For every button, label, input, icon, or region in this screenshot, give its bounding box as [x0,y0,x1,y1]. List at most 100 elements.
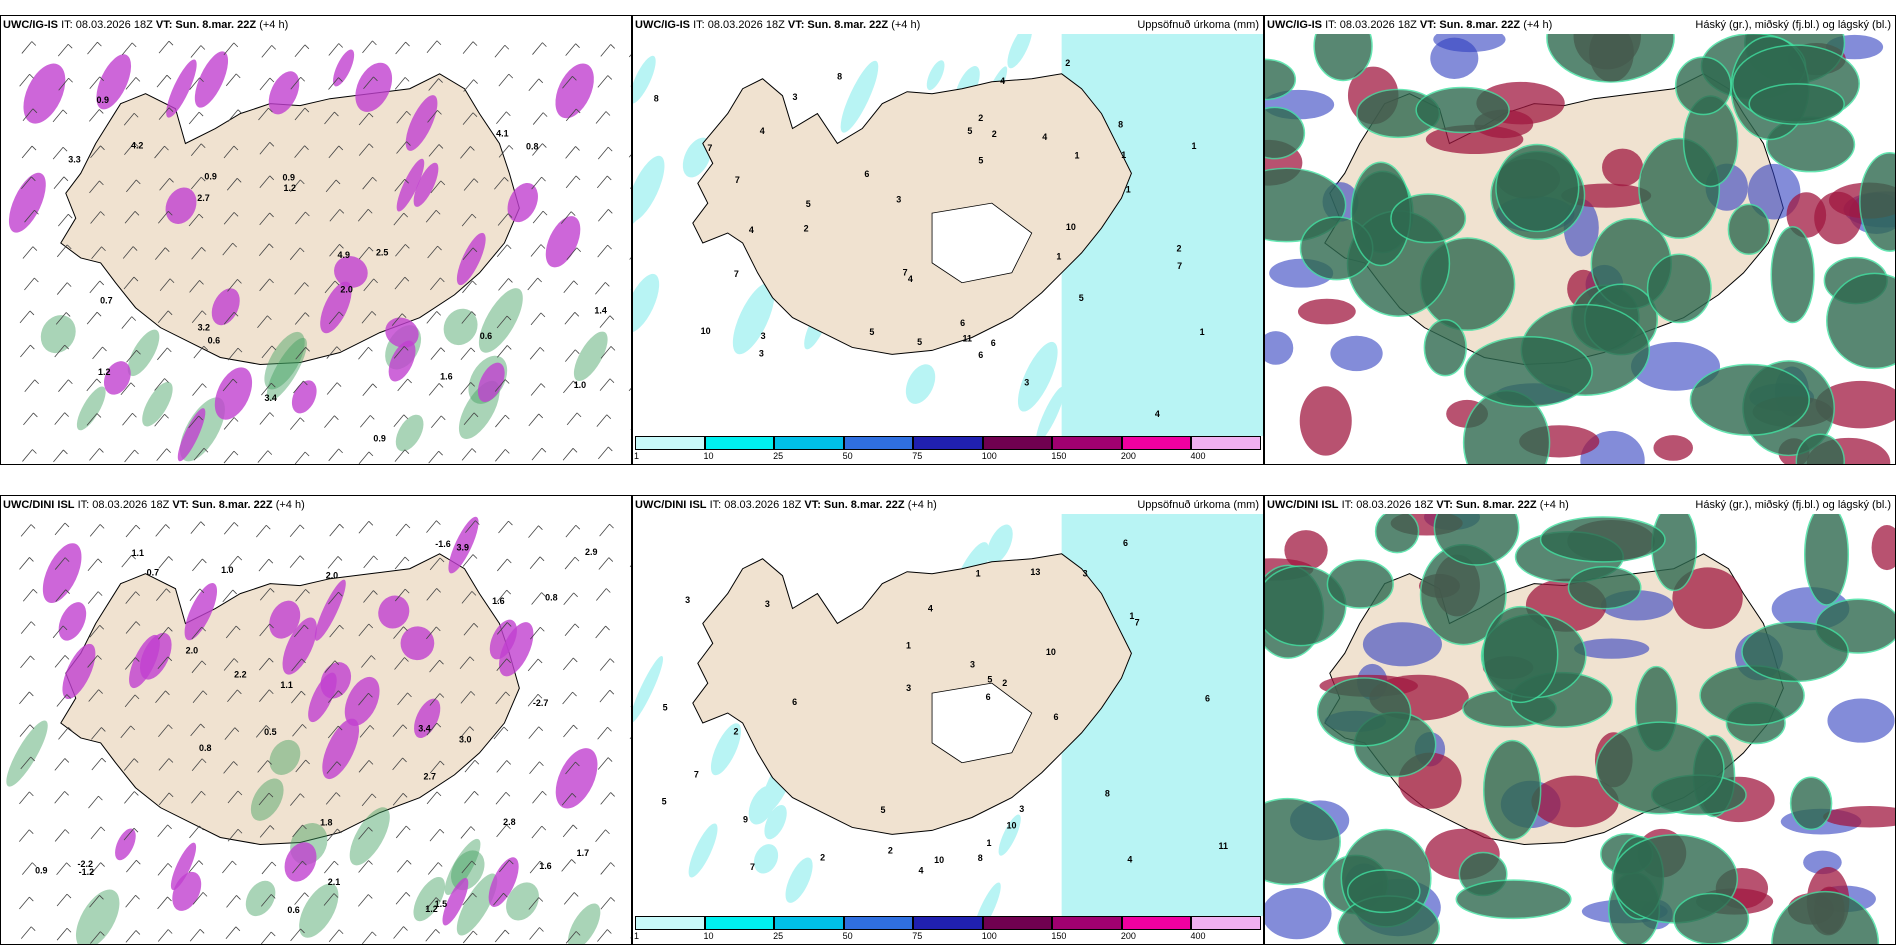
wind-map-svg: 1.6 0.6 0.8 1.1 1.5 1.1 1.2 1.7 0.9 3.9 2.1 2.2 3.4 3… [1,514,631,944]
colorbar-tick: 75 [912,451,923,461]
colorbar-tick: 200 [1120,931,1136,941]
colorbar-tick: 50 [842,451,853,461]
precip-value-label: 5 [917,337,922,347]
model-name: UWC/IG-IS [3,19,58,31]
colorbar-swatch [704,436,775,450]
valid-time: VT: Sun. 8.mar. 22Z [804,499,905,511]
precip-value-label: 3 [970,660,975,670]
panel-precip-row2: UWC/DINI ISL IT: 08.03.2026 18Z VT: Sun.… [632,495,1264,945]
precip-value-label: 5 [987,674,992,684]
precip-title: Uppsöfnuð úrkoma (mm) [1137,499,1259,511]
precip-value-label: 1 [1200,327,1205,337]
precip-value-label: 2 [820,852,825,862]
colorbar-tick: 150 [1051,931,1067,941]
init-time: IT: 08.03.2026 18Z [61,19,153,31]
precip-value-label: 10 [1066,222,1076,232]
precip-value-label: 1 [1129,611,1134,621]
wind-map[interactable]: 1.6 0.6 0.8 1.1 1.5 1.1 1.2 1.7 0.9 3.9 2.1 2.2 3.4 3… [1,514,631,944]
wind-value-label: 1.8 [320,818,332,828]
wind-value-label: 3.0 [459,735,471,745]
wind-value-label: 2.8 [503,817,515,827]
precip-value-label: 7 [1135,617,1140,627]
precip-value-label: 3 [761,331,766,341]
wind-value-label: 4.2 [131,141,143,151]
precip-value-label: 2 [992,129,997,139]
model-name: UWC/IG-IS [1267,19,1322,31]
wind-value-label: 2.9 [585,547,597,557]
wind-value-label: 1.0 [221,565,233,575]
colorbar-tick: 200 [1120,451,1136,461]
precip-value-label: 10 [701,326,711,336]
precip-value-label: 5 [1079,293,1084,303]
colorbar-swatch [982,916,1053,930]
precip-value-label: 1 [1056,252,1061,262]
lead-time: (+4 h) [259,19,289,31]
precip-value-label: 7 [707,143,712,153]
wind-value-label: 2.2 [234,670,246,680]
wind-value-label: -2.2 [78,859,93,869]
wind-value-label: -2.7 [533,698,548,708]
wind-value-label: 3.9 [457,542,469,552]
precip-value-label: 4 [1155,409,1160,419]
wind-value-label: 0.8 [545,593,557,603]
colorbar-swatch [704,916,775,930]
panel-header: UWC/IG-IS IT: 08.03.2026 18Z VT: Sun. 8.… [633,16,1263,34]
colorbar-tick: 50 [842,931,853,941]
precip-colorbar: 1 10 25 50 75 100 150 200 400 [634,436,1261,462]
init-time: IT: 08.03.2026 18Z [709,499,802,511]
precip-value-label: 11 [1218,841,1227,851]
wind-value-label: 1.1 [280,680,292,690]
precip-value-label: 8 [837,71,842,81]
wind-value-label: 2.0 [326,571,338,581]
precip-value-label: 3 [1019,804,1024,814]
lead-time: (+4 h) [891,19,921,31]
wind-value-label: 2.0 [340,284,352,294]
colorbar-swatch [1191,436,1261,450]
precip-value-label: 2 [978,113,983,123]
wind-map[interactable]: 4.9 4.1 2.7 3.2 0.9 0.9 0.9 0.7 1.6 0.6 2.5 3.4 4.2 3… [1,34,631,464]
panel-cloud-row1: UWC/IG-IS IT: 08.03.2026 18Z VT: Sun. 8.… [1264,15,1896,465]
precip-map[interactable]: 2 1 3 1 5 7 6 6 3 7 8 10 10 11 10 6 4 3 2 13 6 5 4 7 3 2 1 5 3 6 4 1 2 3 5… [633,514,1263,916]
precip-value-label: 3 [1024,378,1029,388]
wind-value-label: 0.6 [287,905,299,915]
valid-time: VT: Sun. 8.mar. 22Z [155,19,257,31]
wind-value-label: 2.0 [186,646,198,656]
precip-value-label: 2 [888,845,893,855]
precip-value-label: 5 [663,703,668,713]
precip-map[interactable]: 2 5 5 3 11 10 10 5 6 7 8 4 7 2 6 3 4 4 7 7 5 2 8 6 4 3 5 2 1 3 1 1 4 1 2 8 5… [633,34,1263,436]
panel-precip-row1: UWC/IG-IS IT: 08.03.2026 18Z VT: Sun. 8.… [632,15,1264,465]
lead-time: (+4 h) [1523,19,1553,31]
wind-value-label: 3.4 [418,723,430,733]
precip-value-label: 7 [734,269,739,279]
colorbar-tick: 10 [703,451,714,461]
colorbar-tick: 100 [981,451,997,461]
precip-value-label: 6 [991,338,996,348]
precip-value-label: 6 [978,350,983,360]
wind-value-label: 1.6 [539,861,551,871]
precip-value-label: 1 [1121,150,1126,160]
cloud-map[interactable] [1265,34,1895,464]
wind-value-label: 1.7 [577,848,589,858]
colorbar-tick: 100 [981,931,997,941]
colorbar-swatch [774,916,844,930]
wind-value-label: 0.9 [204,172,216,182]
colorbar-swatch [635,916,705,930]
precip-value-label: 8 [1118,119,1123,129]
colorbar-swatch [635,436,705,450]
lead-time: (+4 h) [907,499,937,511]
precip-value-label: 6 [1205,694,1210,704]
wind-value-label: 1.4 [594,305,606,315]
wind-value-label: 3.2 [198,323,210,333]
panel-header: UWC/IG-IS IT: 08.03.2026 18Z VT: Sun. 8.… [1,16,631,34]
colorbar-swatch [1191,916,1261,930]
precip-title: Uppsöfnuð úrkoma (mm) [1137,19,1259,31]
cloud-map[interactable] [1265,514,1895,944]
precip-value-label: 5 [662,796,667,806]
panel-wind-row1: UWC/IG-IS IT: 08.03.2026 18Z VT: Sun. 8.… [0,15,632,465]
colorbar-swatch [1121,916,1192,930]
wind-value-label: -1.2 [79,867,94,877]
precip-value-label: 1 [976,568,981,578]
colorbar-tick: 25 [773,931,784,941]
wind-map-svg: 4.9 4.1 2.7 3.2 0.9 0.9 0.9 0.7 1.6 0.6 2.5 3.4 4.2 3… [1,34,631,464]
